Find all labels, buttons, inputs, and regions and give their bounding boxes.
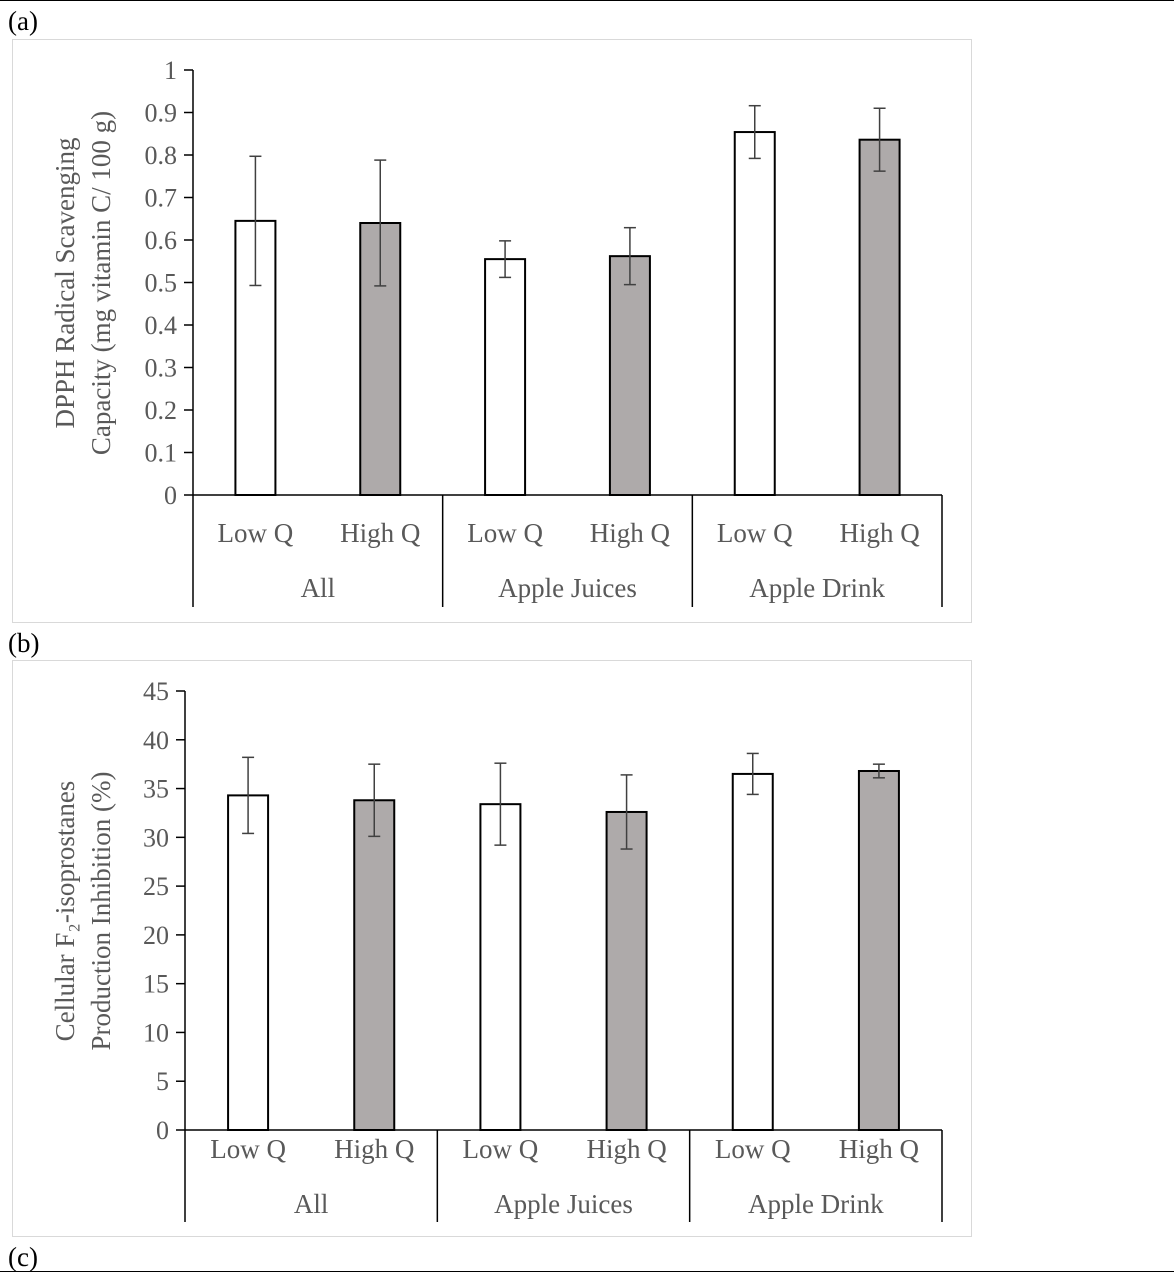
y-axis-title: Capacity (mg vitamin C/ 100 g) [86, 111, 116, 455]
y-tick-label: 10 [143, 1018, 169, 1047]
y-tick-label: 30 [143, 823, 169, 852]
category-label: Low Q [715, 1134, 791, 1164]
bar-low-q [733, 131, 776, 497]
group-label: All [294, 1189, 329, 1219]
y-tick-label: 0.6 [145, 226, 178, 255]
category-label: Low Q [467, 518, 543, 548]
category-label: High Q [340, 518, 421, 548]
group-label: Apple Drink [748, 1189, 884, 1219]
group-label: All [301, 573, 336, 603]
y-tick-label: 0.4 [145, 311, 178, 340]
bar-low-q [234, 219, 277, 496]
bar-high-q [608, 255, 651, 496]
bar-high-q [353, 799, 396, 1131]
category-label: Low Q [717, 518, 793, 548]
category-label: Low Q [218, 518, 294, 548]
bar-high-q [605, 810, 648, 1131]
y-tick-label: 20 [143, 921, 169, 950]
y-tick-label: 1 [164, 56, 177, 85]
bar-low-q [484, 258, 527, 496]
y-axis-title: DPPH Radical Scavenging [50, 138, 80, 429]
bar-low-q [479, 803, 522, 1131]
category-label: High Q [839, 518, 920, 548]
y-axis-title: Cellular F₂-isoprostanes [50, 781, 80, 1042]
category-label: High Q [334, 1134, 415, 1164]
top-rule [0, 0, 1174, 1]
group-label: Apple Juices [494, 1189, 633, 1219]
bar-high-q [858, 138, 901, 496]
y-tick-label: 0 [156, 1116, 169, 1145]
y-tick-label: 45 [143, 677, 169, 706]
y-tick-label: 0.8 [145, 141, 178, 170]
category-label: Low Q [463, 1134, 539, 1164]
y-tick-label: 25 [143, 872, 169, 901]
chart-frame-a [12, 39, 972, 623]
y-tick-label: 0.7 [145, 184, 178, 213]
group-label: Apple Juices [498, 573, 637, 603]
y-tick-label: 15 [143, 970, 169, 999]
panel-label-b: (b) [8, 628, 40, 658]
category-label: Low Q [210, 1134, 286, 1164]
group-label: Apple Drink [749, 573, 885, 603]
y-tick-label: 0.9 [145, 99, 178, 128]
bottom-rule [0, 1271, 1174, 1272]
y-tick-label: 5 [156, 1067, 169, 1096]
category-label: High Q [839, 1134, 920, 1164]
chart-frame-b [12, 660, 972, 1237]
y-tick-label: 0.3 [145, 354, 178, 383]
bar-low-q [227, 794, 270, 1132]
y-tick-label: 35 [143, 775, 169, 804]
chart-a: 0 0.1 0.2 0.3 0.4 0.5 0.6 0.7 0.8 0.9 1 Low Q High Q… [50, 56, 943, 607]
category-label: High Q [590, 518, 671, 548]
panel-label-c: (c) [8, 1242, 38, 1272]
y-tick-label: 0.2 [145, 396, 178, 425]
y-tick-label: 0.1 [145, 439, 178, 468]
y-tick-label: 0.5 [145, 269, 178, 298]
y-tick-label: 40 [143, 726, 169, 755]
y-tick-label: 0 [164, 481, 177, 510]
panel-label-a: (a) [8, 6, 38, 36]
bar-high-q [857, 769, 900, 1131]
y-axis-title: Production Inhibition (%) [86, 772, 116, 1051]
category-label: High Q [586, 1134, 667, 1164]
bar-low-q [731, 772, 774, 1132]
